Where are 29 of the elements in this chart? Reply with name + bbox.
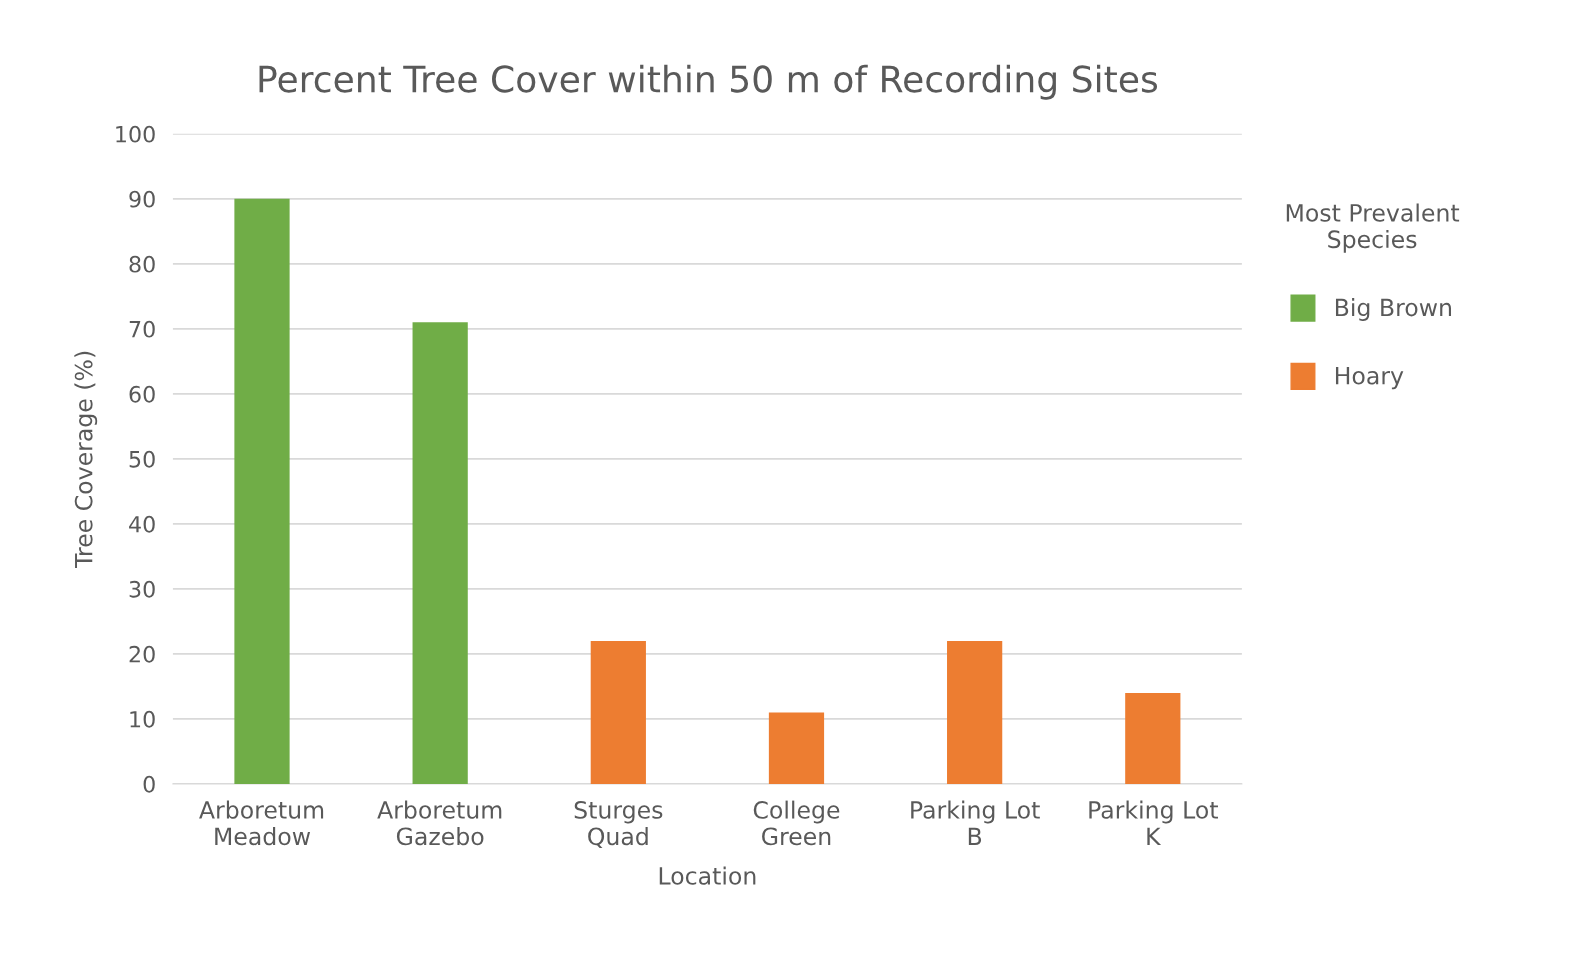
bar	[234, 198, 290, 784]
x-tick-label: Parking Lot K	[1089, 800, 1218, 845]
y-tick-label: 50	[129, 450, 155, 468]
bar	[412, 322, 468, 784]
bar	[768, 712, 825, 784]
y-tick-label: 30	[129, 580, 155, 598]
y-tick-label: 70	[129, 320, 155, 338]
y-tick-label: 20	[129, 645, 155, 663]
bar	[1125, 692, 1181, 784]
y-tick-label: 100	[116, 125, 155, 143]
y-tick-label: 80	[129, 255, 155, 273]
x-tick-label: Arboretum Meadow	[199, 800, 324, 846]
y-tick-label: 60	[129, 385, 155, 403]
bar	[947, 640, 1003, 784]
y-axis-title: Tree Coverage (%)	[74, 351, 98, 569]
x-axis-title: Location	[659, 866, 756, 885]
x-tick-label: College Green	[753, 800, 840, 846]
legend-label: Big Brown	[1335, 298, 1452, 321]
bar	[590, 640, 646, 784]
chart-title: Percent Tree Cover within 50 m of Recording Sites	[259, 64, 1158, 100]
x-tick-label: Sturges Quad	[574, 801, 663, 849]
y-tick-label: 90	[129, 190, 155, 208]
legend-label: Hoary	[1335, 367, 1404, 390]
x-tick-label: Arboretum Gazebo	[377, 800, 502, 846]
x-tick-label: Parking Lot B	[911, 800, 1040, 845]
y-tick-label: 40	[129, 515, 155, 533]
legend-title: Most Prevalent Species	[1286, 203, 1460, 253]
y-tick-label: 10	[130, 710, 155, 728]
y-tick-label: 0	[143, 775, 155, 793]
